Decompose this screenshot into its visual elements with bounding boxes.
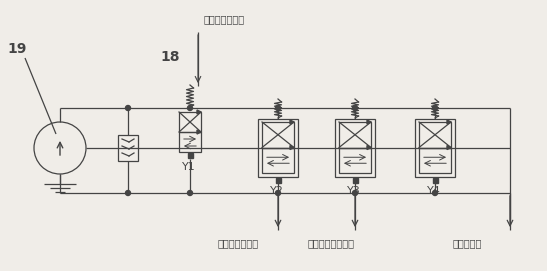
Text: 18: 18: [160, 50, 179, 64]
Bar: [179, 132, 201, 152]
Text: 19: 19: [7, 42, 26, 56]
Text: Y3: Y3: [347, 186, 361, 196]
Text: Y4: Y4: [427, 186, 441, 196]
Bar: [258, 119, 298, 177]
Text: 空调控制阀: 空调控制阀: [453, 238, 482, 248]
Text: 副臂变幅控制阀: 副臂变幅控制阀: [218, 238, 259, 248]
Text: Y2: Y2: [270, 186, 284, 196]
Text: 单杠蓄销控制阀: 单杠蓄销控制阀: [204, 14, 245, 24]
Bar: [335, 119, 375, 177]
Polygon shape: [197, 130, 201, 134]
Circle shape: [433, 105, 438, 111]
Circle shape: [352, 105, 358, 111]
Polygon shape: [447, 146, 451, 150]
Bar: [433, 178, 438, 183]
Bar: [262, 122, 294, 147]
Bar: [262, 147, 294, 173]
Bar: [179, 112, 201, 132]
Polygon shape: [290, 120, 294, 124]
Bar: [352, 178, 358, 183]
Bar: [188, 153, 193, 158]
Circle shape: [352, 191, 358, 195]
Bar: [419, 147, 451, 173]
Bar: [339, 147, 371, 173]
Polygon shape: [447, 120, 451, 124]
Polygon shape: [367, 146, 371, 150]
Circle shape: [125, 105, 131, 111]
Text: Y1: Y1: [182, 162, 196, 172]
Polygon shape: [197, 110, 201, 114]
Circle shape: [188, 105, 193, 111]
Bar: [339, 122, 371, 147]
Bar: [415, 119, 455, 177]
Circle shape: [188, 191, 193, 195]
Text: 操纵室变幅控制阀: 操纵室变幅控制阀: [308, 238, 355, 248]
Circle shape: [125, 191, 131, 195]
Bar: [118, 135, 138, 161]
Circle shape: [276, 191, 281, 195]
Circle shape: [433, 191, 438, 195]
Polygon shape: [290, 146, 294, 150]
Polygon shape: [367, 120, 371, 124]
Circle shape: [276, 105, 281, 111]
Bar: [276, 178, 281, 183]
Bar: [419, 122, 451, 147]
